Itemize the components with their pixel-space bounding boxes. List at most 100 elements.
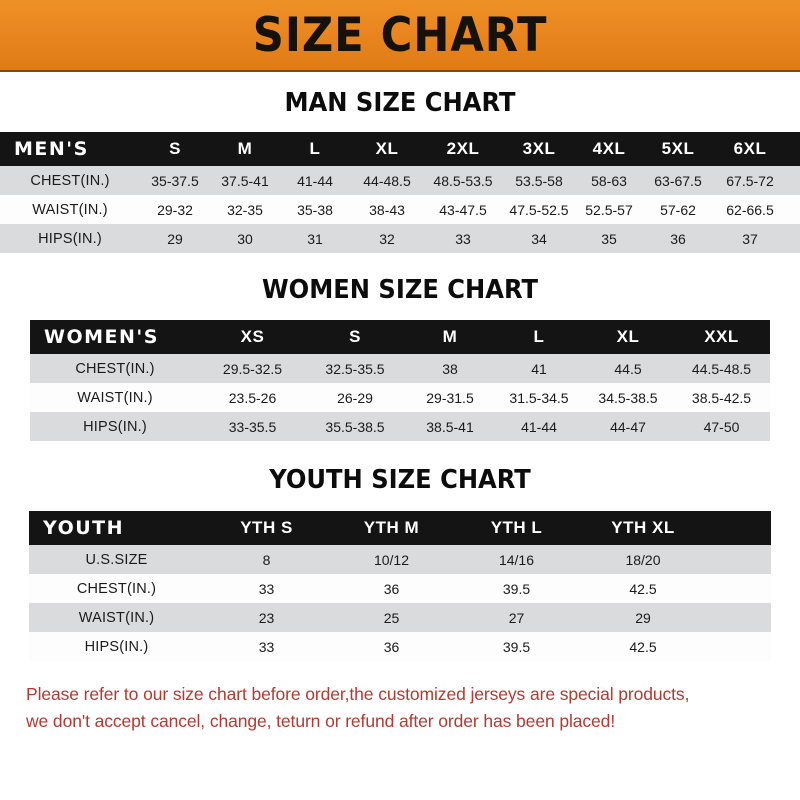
women-waist-xl: 34.5-38.5	[598, 389, 658, 406]
return-policy-note: Please refer to our size chart before or…	[26, 681, 774, 735]
men-chest-2xl: 48.5-53.5	[433, 172, 493, 189]
youth-ussize-l: 14/16	[498, 551, 535, 568]
youth-hips-xl: 42.5	[629, 638, 657, 655]
men-chest-4xl: 58-63	[591, 172, 627, 189]
women-hips-l: 41-44	[521, 418, 557, 435]
youth-chest-s: 33	[258, 580, 275, 597]
youth-corner-label: YOUTH	[43, 517, 125, 539]
youth-hips-l: 39.5	[502, 638, 531, 655]
youth-row-label-waist: WAIST(IN.)	[78, 609, 155, 626]
men-chest-6xl: 67.5-72	[726, 172, 774, 189]
women-col-m: M	[442, 327, 458, 346]
women-size-table: WOMEN'S XS S M L XL XXL CHEST(IN.) 29.5-…	[30, 320, 770, 441]
youth-ussize-m: 10/12	[373, 551, 410, 568]
table-header-row: WOMEN'S XS S M L XL XXL	[30, 320, 770, 354]
women-chest-l: 41	[531, 360, 547, 377]
men-chest-5xl: 63-67.5	[654, 172, 702, 189]
men-waist-s: 29-32	[157, 201, 193, 218]
women-col-l: L	[533, 327, 545, 346]
men-waist-spacer	[786, 195, 800, 224]
women-corner-label: WOMEN'S	[44, 326, 159, 348]
table-header-row: YOUTH YTH S YTH M YTH L YTH XL	[29, 511, 771, 545]
youth-row-label-ussize: U.S.SIZE	[85, 551, 148, 568]
women-waist-l: 31.5-34.5	[509, 389, 569, 406]
men-hips-xl: 32	[379, 230, 395, 247]
youth-row-label-hips: HIPS(IN.)	[84, 638, 149, 655]
men-row-label-waist: WAIST(IN.)	[32, 201, 108, 218]
women-waist-s: 26-29	[337, 389, 373, 406]
men-chest-spacer	[786, 166, 800, 195]
table-row: U.S.SIZE 8 10/12 14/16 18/20	[29, 545, 771, 574]
men-waist-6xl: 62-66.5	[726, 201, 774, 218]
women-row-label-waist: WAIST(IN.)	[77, 389, 153, 406]
women-hips-xl: 44-47	[610, 418, 646, 435]
youth-waist-m: 25	[383, 609, 400, 626]
table-row: HIPS(IN.) 33 36 39.5 42.5	[29, 632, 771, 661]
men-waist-5xl: 57-62	[660, 201, 696, 218]
table-row: WAIST(IN.) 23 25 27 29	[29, 603, 771, 632]
men-col-6xl: 6XL	[733, 139, 767, 158]
return-policy-line-1: Please refer to our size chart before or…	[26, 684, 690, 704]
women-col-xs: XS	[240, 327, 265, 346]
men-waist-xl: 38-43	[369, 201, 405, 218]
men-waist-2xl: 43-47.5	[439, 201, 487, 218]
youth-col-spacer	[707, 511, 771, 545]
women-hips-xxl: 47-50	[703, 418, 740, 435]
women-hips-s: 35.5-38.5	[325, 418, 385, 435]
women-hips-m: 38.5-41	[426, 418, 474, 435]
women-row-label-chest: CHEST(IN.)	[75, 360, 155, 377]
youth-chest-spacer	[707, 574, 771, 603]
page-title: SIZE CHART	[252, 7, 548, 63]
youth-ussize-xl: 18/20	[625, 551, 661, 568]
youth-waist-xl: 29	[635, 609, 651, 626]
men-col-xl: XL	[375, 139, 399, 158]
women-section-title: WOMEN SIZE CHART	[261, 275, 539, 305]
youth-ussize-s: 8	[262, 551, 271, 568]
youth-col-l: YTH L	[490, 518, 543, 537]
men-chest-l: 41-44	[297, 172, 333, 189]
youth-row-label-chest: CHEST(IN.)	[76, 580, 157, 597]
youth-section-title: YOUTH SIZE CHART	[269, 465, 531, 495]
women-row-label-hips: HIPS(IN.)	[83, 418, 147, 435]
men-col-spacer	[786, 132, 800, 166]
men-chest-xl: 44-48.5	[363, 172, 411, 189]
youth-waist-l: 27	[508, 609, 525, 626]
men-hips-spacer	[786, 224, 800, 253]
men-col-m: M	[237, 139, 253, 158]
youth-hips-m: 36	[383, 638, 400, 655]
man-section-title: MAN SIZE CHART	[284, 88, 516, 118]
men-chest-s: 35-37.5	[151, 172, 199, 189]
youth-col-s: YTH S	[240, 518, 293, 537]
women-waist-xs: 23.5-26	[228, 389, 277, 406]
women-col-xxl: XXL	[704, 327, 739, 346]
men-hips-3xl: 34	[531, 230, 547, 247]
men-col-5xl: 5XL	[661, 139, 695, 158]
women-col-s: S	[349, 327, 361, 346]
man-size-table: MEN'S S M L XL 2XL 3XL 4XL 5XL 6XL CHEST…	[0, 132, 800, 253]
table-row: CHEST(IN.) 33 36 39.5 42.5	[29, 574, 771, 603]
table-row: HIPS(IN.) 29 30 31 32 33 34 35 36 37	[0, 224, 800, 253]
women-chest-s: 32.5-35.5	[325, 360, 385, 377]
youth-ussize-spacer	[707, 545, 771, 574]
women-chest-xs: 29.5-32.5	[222, 360, 283, 377]
men-waist-l: 35-38	[297, 201, 333, 218]
youth-hips-s: 33	[258, 638, 275, 655]
men-waist-4xl: 52.5-57	[585, 201, 633, 218]
page-banner: SIZE CHART	[0, 0, 800, 72]
women-col-xl: XL	[616, 327, 640, 346]
table-row: WAIST(IN.) 23.5-26 26-29 29-31.5 31.5-34…	[30, 383, 770, 412]
women-waist-xxl: 38.5-42.5	[691, 389, 752, 406]
men-hips-4xl: 35	[601, 230, 617, 247]
men-col-4xl: 4XL	[592, 139, 626, 158]
men-corner-label: MEN'S	[14, 138, 89, 160]
table-header-row: MEN'S S M L XL 2XL 3XL 4XL 5XL 6XL	[0, 132, 800, 166]
youth-waist-spacer	[707, 603, 771, 632]
men-hips-m: 30	[237, 230, 253, 247]
men-waist-m: 32-35	[227, 201, 263, 218]
table-row: HIPS(IN.) 33-35.5 35.5-38.5 38.5-41 41-4…	[30, 412, 770, 441]
men-chest-3xl: 53.5-58	[515, 172, 563, 189]
men-hips-5xl: 36	[670, 230, 686, 247]
men-hips-2xl: 33	[455, 230, 471, 247]
women-waist-m: 29-31.5	[426, 389, 474, 406]
youth-hips-spacer	[707, 632, 771, 661]
